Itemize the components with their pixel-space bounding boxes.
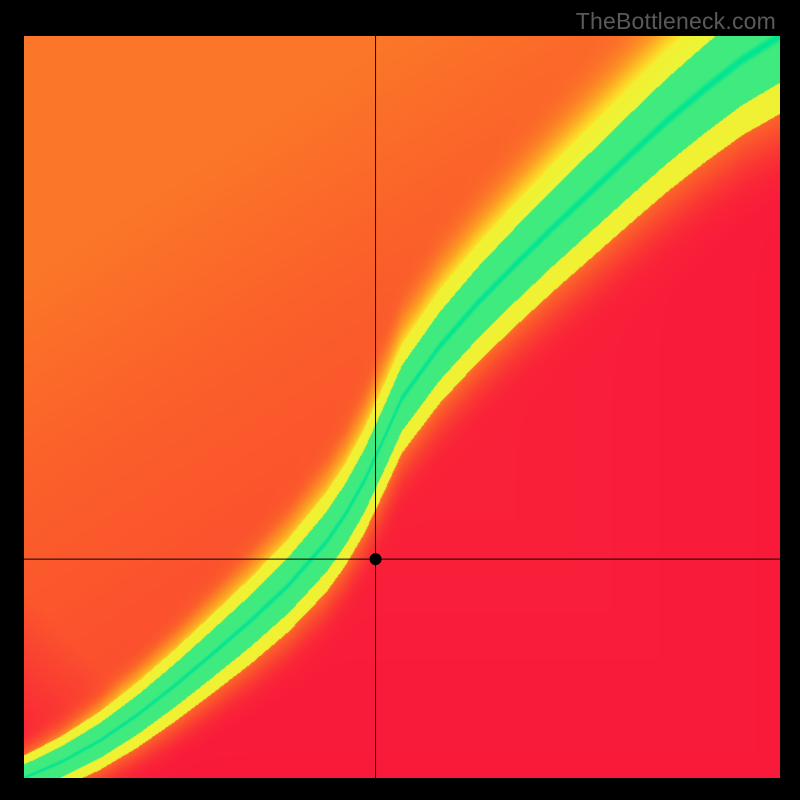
chart-frame: TheBottleneck.com [0, 0, 800, 800]
watermark-label: TheBottleneck.com [576, 8, 776, 35]
plot-area [24, 36, 780, 778]
heatmap-canvas [24, 36, 780, 778]
